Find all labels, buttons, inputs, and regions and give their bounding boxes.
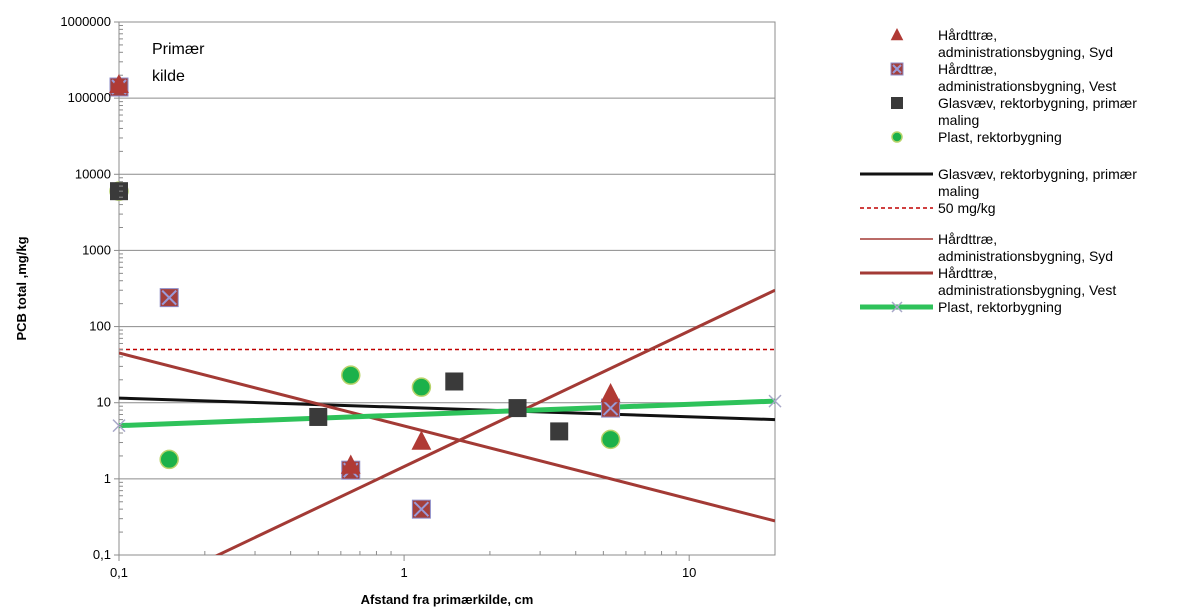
axis-ticks: 0,1 1 10 100 1000 10000 100000 1000000 0,1 1 10 bbox=[60, 14, 776, 580]
legend-label-1-1: administrationsbygning, Vest bbox=[938, 78, 1116, 94]
series-2-point-2-shape bbox=[445, 372, 464, 391]
series-8-endpoint-1-x2 bbox=[768, 394, 782, 408]
legend-symbol-3-shape bbox=[891, 131, 903, 143]
legend-label-0-1: administrationsbygning, Syd bbox=[938, 44, 1113, 60]
legend-entry-1: Hårdttræ,administrationsbygning, Vest bbox=[890, 61, 1116, 94]
series-2-point-3 bbox=[508, 399, 527, 418]
legend-entry-0: Hårdttræ,administrationsbygning, Syd bbox=[890, 27, 1113, 60]
x-tick-label-0: 0,1 bbox=[110, 565, 128, 580]
legend-label-2-0: Glasvæv, rektorbygning, primær bbox=[938, 95, 1137, 111]
legend-label-8-0: Plast, rektorbygning bbox=[938, 299, 1062, 315]
legend-symbol-x-8 bbox=[891, 301, 903, 313]
y-axis-title: PCB total ,mg/kg bbox=[14, 236, 29, 340]
legend-entry-5: 50 mg/kg bbox=[860, 200, 996, 216]
series-3-point-4-shape bbox=[600, 429, 621, 450]
y-tick-label-4: 1000 bbox=[82, 242, 111, 257]
y-tick-label-6: 100000 bbox=[68, 90, 111, 105]
series-0-point-3 bbox=[600, 383, 621, 403]
legend-entry-8: Plast, rektorbygning bbox=[860, 299, 1062, 315]
legend-entry-6: Hårdttræ,administrationsbygning, Syd bbox=[860, 231, 1113, 264]
series-8-endpoint-1 bbox=[768, 394, 782, 408]
series-line-4 bbox=[119, 396, 775, 422]
legend-symbol-2 bbox=[891, 97, 903, 109]
series-1-point-4-x2 bbox=[602, 400, 619, 416]
legend-label-2-1: maling bbox=[938, 112, 979, 128]
legend-label-4-1: maling bbox=[938, 183, 979, 199]
grid-lines bbox=[119, 21, 775, 556]
series-layer bbox=[119, 288, 775, 555]
legend-label-3-0: Plast, rektorbygning bbox=[938, 129, 1062, 145]
series-0-point-2-shape bbox=[411, 430, 432, 450]
y-tick-label-5: 10000 bbox=[75, 166, 111, 181]
plot-frame bbox=[118, 21, 776, 556]
y-tick-label-1: 1 bbox=[104, 471, 111, 486]
y-tick-label-2: 10 bbox=[97, 395, 111, 410]
legend-entry-3: Plast, rektorbygning bbox=[891, 129, 1062, 145]
y-tick-label-3: 100 bbox=[89, 319, 111, 334]
annotation-line-0: Primær bbox=[152, 41, 205, 58]
y-tick-label-0: 0,1 bbox=[93, 547, 111, 562]
series-3-point-3 bbox=[411, 377, 432, 397]
series-1-point-1-x2 bbox=[161, 289, 177, 306]
legend-symbol-3 bbox=[891, 131, 903, 143]
legend-symbol-0-shape bbox=[890, 28, 904, 41]
annotation: Primær kilde bbox=[152, 41, 205, 85]
x-tick-label-1: 1 bbox=[400, 565, 407, 580]
legend-label-6-0: Hårdttræ, bbox=[938, 231, 997, 247]
legend-label-6-1: administrationsbygning, Syd bbox=[938, 248, 1113, 264]
legend-label-1-0: Hårdttræ, bbox=[938, 61, 997, 77]
series-2-point-4-shape bbox=[550, 422, 569, 441]
annotation-line-1: kilde bbox=[152, 68, 185, 85]
series-1-point-4 bbox=[601, 398, 621, 418]
series-0-point-2 bbox=[411, 430, 432, 450]
series-3-point-1 bbox=[159, 449, 179, 470]
legend: Hårdttræ,administrationsbygning, SydHård… bbox=[860, 27, 1137, 315]
series-0-point-0 bbox=[109, 73, 129, 93]
series-line-6 bbox=[119, 351, 775, 523]
legend-symbol-x-8-x2 bbox=[891, 301, 903, 313]
legend-symbol-2-shape bbox=[891, 97, 903, 109]
markers-layer bbox=[109, 73, 782, 519]
legend-label-0-0: Hårdttræ, bbox=[938, 27, 997, 43]
series-1-point-3 bbox=[411, 499, 431, 519]
legend-entry-7: Hårdttræ,administrationsbygning, Vest bbox=[860, 265, 1116, 298]
plot-area bbox=[118, 21, 776, 556]
legend-label-7-1: administrationsbygning, Vest bbox=[938, 282, 1116, 298]
series-3-point-2-shape bbox=[341, 365, 361, 385]
series-0-point-1 bbox=[340, 454, 361, 474]
series-0-point-3-shape bbox=[600, 383, 621, 403]
x-tick-label-2: 10 bbox=[682, 565, 696, 580]
series-0-point-0-shape bbox=[109, 73, 129, 93]
legend-label-4-0: Glasvæv, rektorbygning, primær bbox=[938, 166, 1137, 182]
series-3-point-2 bbox=[341, 365, 361, 385]
legend-symbol-0 bbox=[890, 28, 904, 41]
legend-label-7-0: Hårdttræ, bbox=[938, 265, 997, 281]
x-axis-title: Afstand fra primærkilde, cm bbox=[361, 592, 534, 607]
series-3-point-4 bbox=[600, 429, 621, 450]
series-1-point-1 bbox=[159, 288, 179, 308]
series-2-point-2 bbox=[445, 372, 464, 391]
series-3-point-3-shape bbox=[411, 377, 432, 397]
series-line-7 bbox=[214, 288, 775, 555]
series-line-8 bbox=[119, 398, 775, 429]
series-2-point-1-shape bbox=[309, 407, 328, 426]
series-2-point-1 bbox=[309, 407, 328, 426]
y-tick-label-7: 1000000 bbox=[60, 14, 111, 29]
series-3-point-1-shape bbox=[159, 449, 179, 470]
series-2-point-4 bbox=[550, 422, 569, 441]
series-2-point-3-shape bbox=[508, 399, 527, 418]
legend-symbol-1 bbox=[890, 62, 904, 76]
legend-label-5-0: 50 mg/kg bbox=[938, 200, 996, 216]
legend-symbol-1-x2 bbox=[892, 64, 902, 74]
series-1-point-3-x2 bbox=[413, 501, 430, 517]
series-0-point-1-shape bbox=[340, 454, 361, 474]
